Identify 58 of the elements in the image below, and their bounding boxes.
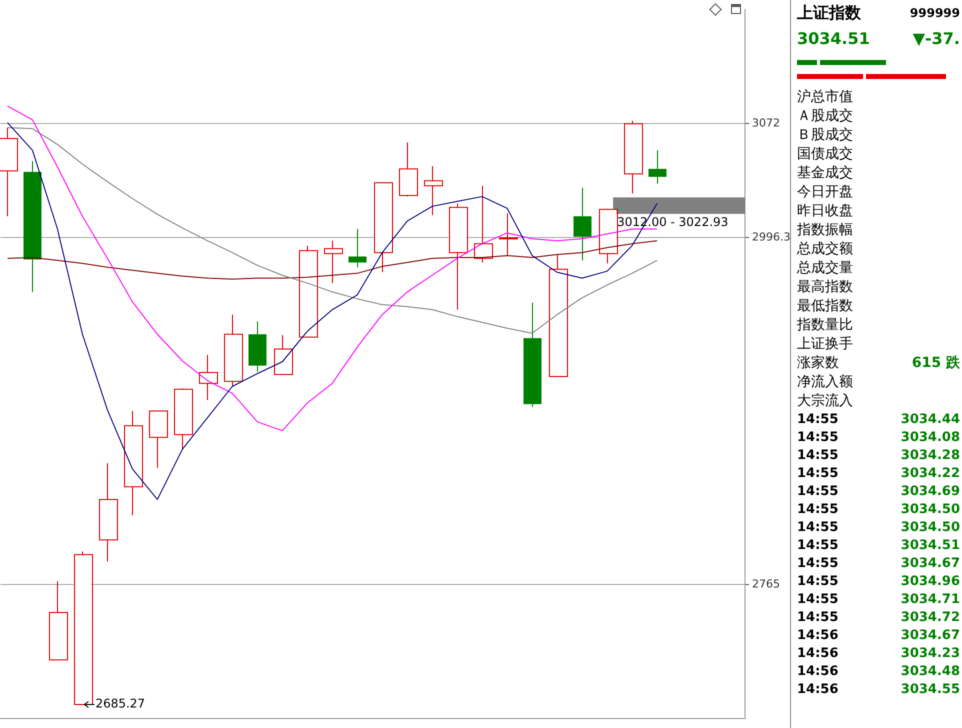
- y-tick-label: 2996.3: [752, 230, 790, 244]
- text: 14:55 3034.50: [797, 502, 960, 517]
- candlestick: [549, 254, 568, 377]
- text: 14:55 3034.71: [797, 592, 960, 607]
- candlestick: [24, 160, 42, 292]
- candlestick: [124, 410, 143, 516]
- y-tick-label: 3072: [752, 116, 780, 130]
- candlestick: [224, 314, 243, 387]
- candlestick: [0, 127, 18, 217]
- text: 14:56 3034.23: [797, 646, 960, 661]
- text: 总成交量: [797, 259, 853, 278]
- text: 14:55 3034.72: [797, 610, 960, 625]
- text: 总成交额: [797, 240, 853, 259]
- text: 14:56 3034.67: [797, 628, 960, 643]
- candlestick: [524, 302, 542, 408]
- candlestick: [99, 462, 118, 562]
- text: 14:55 3034.08: [797, 430, 960, 445]
- text: 最低指数: [797, 297, 853, 316]
- text: 14:56 3034.48: [797, 664, 960, 679]
- candlestick: [574, 187, 592, 261]
- candlestick: [374, 182, 393, 273]
- annotation: 2685.27: [95, 696, 146, 711]
- text: 14:55 3034.44: [797, 412, 960, 427]
- candlestick: [248, 321, 266, 372]
- candlestick: [348, 228, 366, 268]
- text: 指数振幅: [797, 221, 853, 240]
- candlestick: [174, 388, 193, 450]
- text: 14:55 3034.96: [797, 574, 960, 589]
- text: Ａ股成交: [797, 107, 853, 126]
- text: 昨日收盘: [797, 202, 853, 221]
- text: Ｂ股成交: [797, 126, 853, 145]
- text: 14:55 3034.28: [797, 448, 960, 463]
- text: 今日开盘: [797, 183, 853, 202]
- text: 指数量比: [797, 316, 853, 335]
- text: 14:55 3034.50: [797, 520, 960, 535]
- candlestick: [299, 245, 318, 338]
- text: 14:55 3034.67: [797, 556, 960, 571]
- text: 14:56 3034.55: [797, 682, 960, 697]
- text: 基金成交: [797, 164, 853, 183]
- text: 最高指数: [797, 278, 853, 297]
- text: 涨家数 615 跌: [797, 355, 960, 371]
- candlestick: [49, 580, 68, 660]
- text: 净流入额: [797, 373, 853, 392]
- text: 3034.51 ▼-37.: [797, 29, 960, 48]
- text: 上证换手: [797, 335, 853, 354]
- candlestick: [624, 120, 643, 194]
- candlestick: [648, 150, 666, 184]
- candlestick: [149, 410, 168, 468]
- candlestick: [448, 202, 468, 310]
- text: 14:55 3034.22: [797, 466, 960, 481]
- text: 国债成交: [797, 145, 853, 164]
- y-tick-label: 2765: [752, 578, 780, 591]
- text: 14:55 3034.51: [797, 538, 960, 553]
- text: 大宗流入: [797, 392, 853, 411]
- text: 上证指数 999999: [797, 3, 960, 22]
- text: 14:55 3034.69: [797, 484, 960, 499]
- candlestick: [399, 142, 418, 198]
- text: 沪总市值: [797, 88, 853, 107]
